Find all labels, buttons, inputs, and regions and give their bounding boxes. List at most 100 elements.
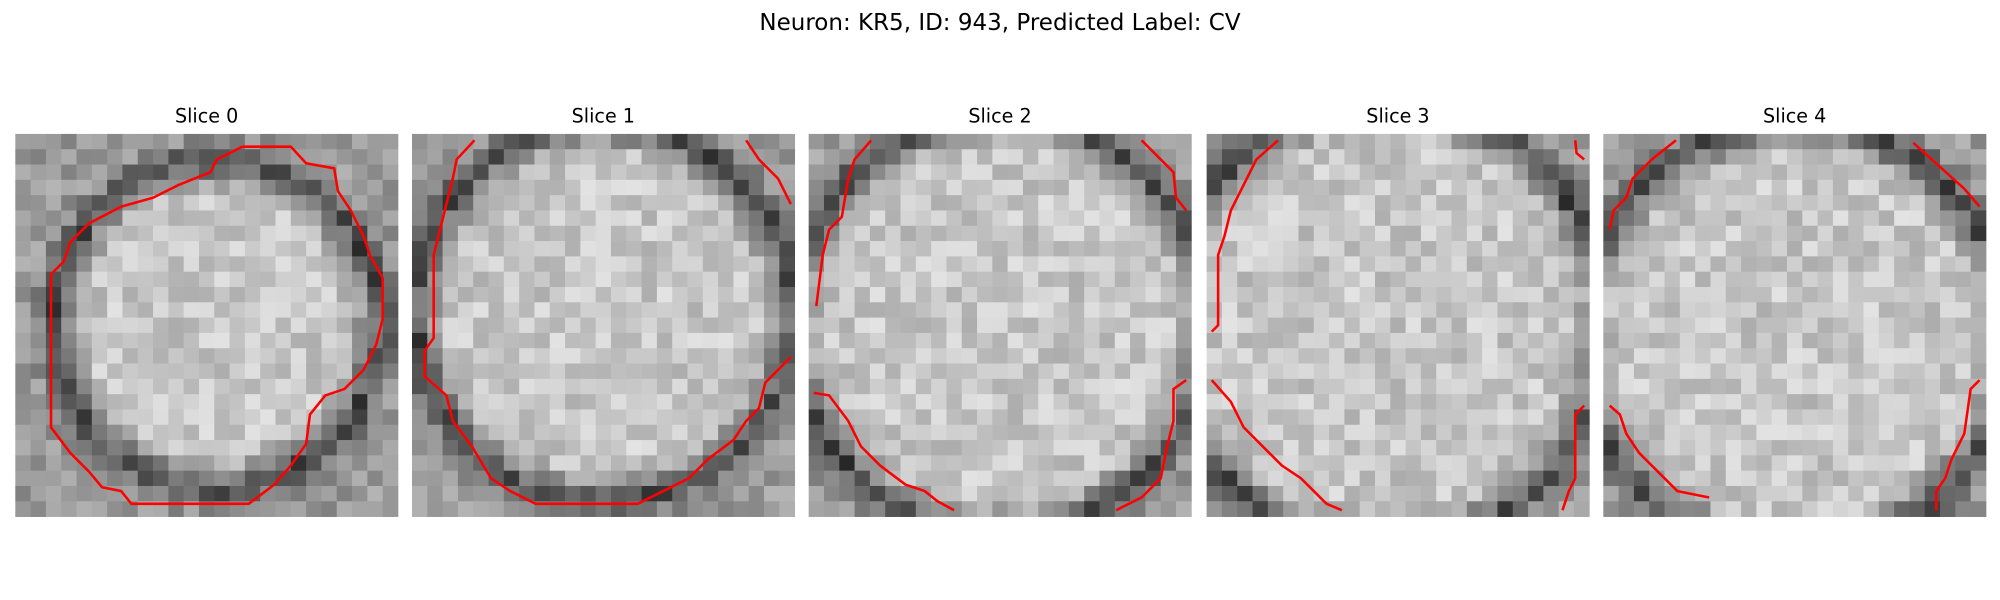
pixel xyxy=(1344,424,1361,441)
pixel xyxy=(336,440,353,456)
pixel xyxy=(961,317,978,334)
pixel xyxy=(885,149,901,165)
pixel xyxy=(1252,286,1269,303)
pixel xyxy=(1114,455,1131,472)
pixel xyxy=(183,302,200,318)
pixel xyxy=(1130,409,1146,426)
pixel xyxy=(702,424,719,441)
pixel xyxy=(1603,164,1620,181)
pixel xyxy=(1741,440,1757,456)
pixel xyxy=(1267,440,1284,456)
pixel xyxy=(1633,225,1650,242)
pixel xyxy=(839,378,855,395)
pixel xyxy=(1130,363,1146,380)
pixel xyxy=(15,179,31,196)
pixel xyxy=(367,149,384,165)
pixel xyxy=(1237,241,1253,257)
pixel xyxy=(352,195,368,211)
pixel xyxy=(565,179,581,196)
pixel xyxy=(1573,378,1590,395)
pixel xyxy=(1007,348,1024,364)
pixel xyxy=(1344,210,1361,227)
pixel xyxy=(1053,256,1070,273)
pixel xyxy=(1817,133,1834,150)
pixel xyxy=(1710,363,1727,380)
pixel xyxy=(137,378,154,395)
pixel xyxy=(1756,501,1773,517)
pixel xyxy=(427,286,443,303)
pixel xyxy=(931,317,947,334)
pixel xyxy=(1130,332,1146,349)
pixel xyxy=(457,241,474,257)
pixel xyxy=(1894,317,1910,334)
pixel xyxy=(30,241,47,257)
pixel xyxy=(1528,440,1544,456)
pixel xyxy=(626,455,642,472)
pixel xyxy=(961,195,978,211)
pixel xyxy=(1679,501,1696,517)
pixel xyxy=(1221,470,1238,487)
pixel xyxy=(748,256,765,273)
pixel xyxy=(260,271,276,288)
pixel xyxy=(1283,348,1299,364)
pixel xyxy=(1863,302,1880,318)
pixel xyxy=(808,195,825,211)
pixel xyxy=(839,225,855,242)
pixel xyxy=(1558,256,1575,273)
pixel xyxy=(427,256,443,273)
pixel xyxy=(1512,455,1529,472)
pixel xyxy=(1420,394,1437,410)
pixel xyxy=(137,485,154,502)
pixel xyxy=(1466,363,1483,380)
pixel xyxy=(565,286,581,303)
pixel xyxy=(1176,378,1192,395)
pixel xyxy=(1007,210,1024,227)
pixel xyxy=(1633,286,1650,303)
pixel xyxy=(91,332,108,349)
pixel xyxy=(1298,455,1315,472)
pixel xyxy=(610,210,627,227)
pixel xyxy=(641,256,658,273)
pixel xyxy=(1863,133,1880,150)
pixel xyxy=(1022,348,1039,364)
pixel xyxy=(1924,302,1941,318)
pixel xyxy=(1725,332,1742,349)
pixel xyxy=(1359,164,1376,181)
pixel xyxy=(1924,149,1941,165)
pixel xyxy=(534,470,551,487)
pixel xyxy=(869,133,886,150)
pixel xyxy=(519,455,535,472)
pixel xyxy=(45,302,62,318)
pixel xyxy=(1633,271,1650,288)
pixel xyxy=(15,133,31,150)
pixel xyxy=(839,440,855,456)
pixel xyxy=(1436,302,1452,318)
pixel xyxy=(519,501,535,517)
pixel xyxy=(382,241,399,257)
pixel xyxy=(122,501,139,517)
pixel xyxy=(1267,424,1284,441)
pixel xyxy=(1405,470,1422,487)
pixel xyxy=(946,241,963,257)
pixel xyxy=(1482,440,1498,456)
pixel xyxy=(626,363,642,380)
pixel xyxy=(91,455,108,472)
pixel xyxy=(1817,317,1834,334)
pixel xyxy=(1267,394,1284,410)
pixel xyxy=(1725,271,1742,288)
pixel xyxy=(1817,302,1834,318)
pixel xyxy=(687,256,704,273)
pixel xyxy=(1007,286,1024,303)
pixel xyxy=(1022,424,1039,441)
pixel xyxy=(1466,179,1483,196)
pixel xyxy=(1756,241,1773,257)
pixel xyxy=(626,271,642,288)
pixel xyxy=(1252,164,1269,181)
pixel xyxy=(1863,455,1880,472)
pixel xyxy=(1863,394,1880,410)
pixel xyxy=(306,133,322,150)
pixel xyxy=(961,302,978,318)
pixel xyxy=(1817,332,1834,349)
pixel xyxy=(946,133,963,150)
pixel xyxy=(748,195,765,211)
